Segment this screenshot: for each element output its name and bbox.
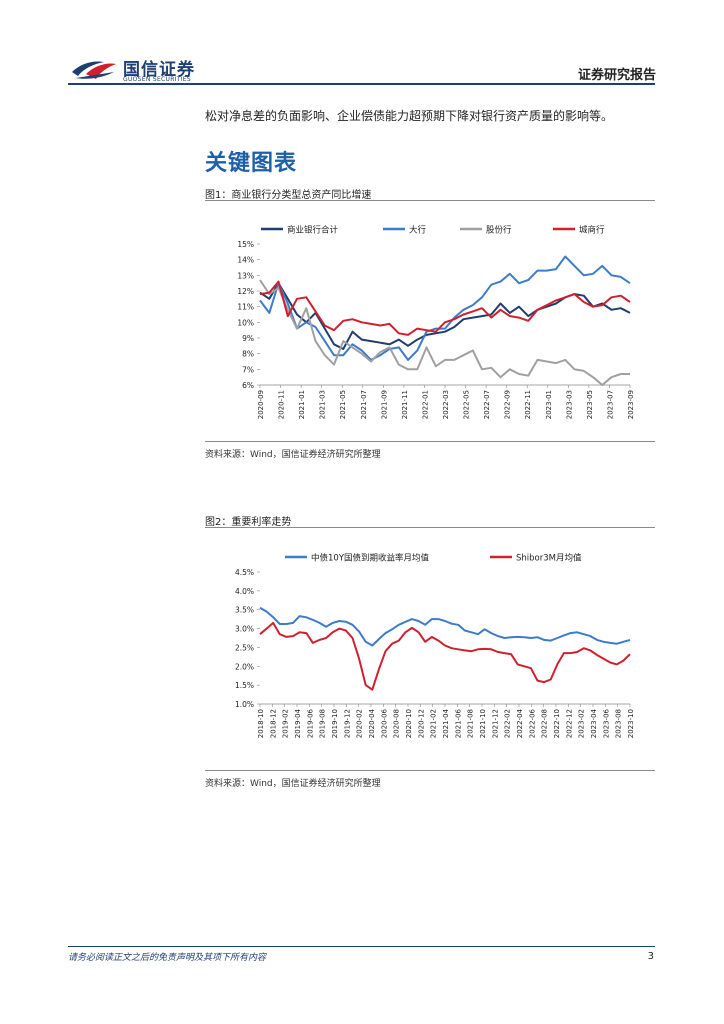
chart2-x-tick-label: 2019-12 [343, 709, 351, 738]
chart2-x-tick-label: 2021-04 [442, 708, 450, 738]
chart1-legend-label-3: 城商行 [579, 225, 605, 236]
chart2-x-tick-label: 2021-06 [454, 708, 462, 738]
chart1-y-tick-label: 6% [242, 381, 254, 390]
chart2-x-tick-label: 2020-04 [368, 708, 376, 738]
figure1-bottom-rule [205, 441, 655, 442]
chart2-x-tick-label: 2022-12 [565, 709, 573, 738]
chart2-y-tick-label: 3.0% [235, 625, 254, 634]
chart2-x-tick-label: 2021-08 [467, 709, 475, 738]
chart2-x-tick-label: 2023-06 [602, 708, 610, 738]
chart1-legend-label-1: 大行 [409, 225, 427, 236]
chart1-legend-label-2: 股份行 [486, 225, 512, 236]
chart2-x-tick-label: 2019-02 [282, 709, 290, 738]
chart1-x-tick-label: 2020-11 [278, 390, 286, 419]
chart1-x-tick-label: 2023-03 [565, 390, 573, 419]
chart2-legend-label-0: 中债10Y国债到期收益率月均值 [311, 553, 430, 564]
chart2-series-line-1 [259, 621, 631, 691]
chart1-y-tick-label: 10% [237, 318, 254, 327]
chart2-x-tick-label: 2022-02 [504, 709, 512, 738]
chart1-y-tick-label: 13% [237, 271, 254, 280]
figure2-title: 图2：重要利率走势 [205, 517, 292, 528]
logo-text-en: GUOSEN SECURITIES [123, 76, 192, 83]
chart2-y-tick-label: 3.5% [235, 606, 254, 615]
chart1-x-tick-label: 2022-01 [421, 390, 429, 419]
figure2-bottom-rule [205, 770, 655, 771]
chart2-x-tick-label: 2022-06 [528, 708, 536, 738]
chart1-x-tick-label: 2021-05 [339, 390, 347, 419]
chart1-x-tick-label: 2021-09 [380, 390, 388, 419]
chart1-x-tick-label: 2023-09 [627, 390, 635, 419]
page-number: 3 [647, 951, 654, 962]
chart2-y-tick-label: 2.0% [235, 662, 254, 671]
chart2-x-tick-label: 2021-10 [479, 709, 487, 738]
figure2-top-rule [205, 527, 655, 528]
guosen-logo-icon [72, 61, 116, 79]
chart2-x-tick-label: 2022-04 [516, 708, 524, 738]
figure1-top-rule [205, 200, 655, 201]
figure1-title: 图1：商业银行分类型总资产同比增速 [205, 190, 372, 201]
chart1-y-tick-label: 8% [242, 350, 254, 359]
chart1-x-tick-label: 2022-09 [504, 390, 512, 419]
chart2-x-tick-label: 2021-02 [430, 709, 438, 738]
chart2-series-line-0 [259, 606, 631, 647]
header-divider [68, 83, 655, 85]
chart2-x-tick-label: 2020-06 [380, 708, 388, 738]
chart2-x-tick-label: 2021-12 [491, 709, 499, 738]
chart1-x-tick-label: 2023-05 [586, 390, 594, 419]
chart2-x-tick-label: 2022-08 [541, 709, 549, 738]
chart1-y-tick-label: 7% [242, 365, 254, 374]
chart1-y-tick-label: 9% [242, 334, 254, 343]
chart1-x-tick-label: 2020-09 [257, 390, 265, 419]
chart2-x-tick-label: 2020-02 [356, 709, 364, 738]
chart1-x-tick-label: 2021-03 [319, 390, 327, 419]
figure2-chart: 中债10Y国债到期收益率月均值 Shibor3M月均值 1.0% 1.5% 2.0% 2.… [235, 553, 635, 739]
chart2-x-tick-label: 2022-10 [553, 709, 561, 738]
chart1-x-tick-label: 2022-05 [463, 390, 471, 419]
chart2-y-tick-label: 2.5% [235, 643, 254, 652]
chart2-y-tick-label: 1.0% [235, 700, 254, 709]
chart2-x-tick-label: 2019-06 [306, 708, 314, 738]
body-paragraph: 松对净息差的负面影响、企业偿债能力超预期下降对银行资产质量的影响等。 [205, 109, 614, 123]
chart1-x-tick-label: 2021-01 [298, 390, 306, 419]
chart1-y-tick-label: 12% [237, 287, 254, 296]
chart2-x-tick-label: 2018-10 [257, 709, 265, 738]
chart2-x-tick-label: 2023-04 [590, 708, 598, 738]
chart1-x-tick-label: 2022-03 [442, 390, 450, 419]
chart1-x-tick-label: 2023-01 [545, 390, 553, 419]
chart2-y-tick-label: 1.5% [235, 681, 254, 690]
chart2-x-tick-label: 2020-12 [417, 709, 425, 738]
chart1-y-tick-label: 11% [237, 303, 254, 312]
chart1-x-tick-label: 2021-11 [401, 390, 409, 419]
chart2-y-tick-label: 4.5% [235, 568, 254, 577]
chart2-x-tick-label: 2018-12 [269, 709, 277, 738]
footer-disclaimer: 请务必阅读正文之后的免责声明及其项下所有内容 [68, 953, 267, 963]
chart2-x-tick-label: 2019-04 [294, 708, 302, 738]
chart1-legend-label-0: 商业银行合计 [287, 225, 339, 236]
chart1-x-tick-label: 2021-07 [360, 390, 368, 419]
figure2-source: 资料来源：Wind，国信证券经济研究所整理 [205, 779, 381, 789]
figure1-source: 资料来源：Wind，国信证券经济研究所整理 [205, 450, 381, 460]
report-type-label: 证券研究报告 [577, 68, 656, 83]
chart2-x-tick-label: 2020-10 [405, 709, 413, 738]
chart2-x-tick-label: 2019-08 [319, 709, 327, 738]
chart2-x-tick-label: 2023-10 [627, 709, 635, 738]
logo-text-cn: 国信证券 [123, 60, 195, 80]
chart1-series-line-2 [259, 279, 630, 386]
chart2-x-tick-label: 2020-08 [393, 709, 401, 738]
section-title: 关键图表 [205, 151, 298, 176]
chart2-y-tick-label: 4.0% [235, 587, 254, 596]
figure1-chart: 商业银行合计 大行 股份行 城商行 6% 7% 8% 9% 10% 11% 12% 13% 14% 15%… [237, 225, 635, 420]
chart2-x-tick-label: 2019-10 [331, 709, 339, 738]
chart1-y-tick-label: 15% [237, 240, 254, 249]
chart1-x-tick-label: 2022-07 [483, 390, 491, 419]
chart1-x-tick-label: 2022-11 [524, 390, 532, 419]
chart1-series-line-3 [259, 280, 631, 336]
chart2-x-tick-label: 2023-02 [578, 709, 586, 738]
chart1-x-tick-label: 2023-07 [606, 390, 614, 419]
chart1-y-tick-label: 14% [237, 256, 254, 265]
chart2-legend-label-1: Shibor3M月均值 [516, 553, 582, 564]
footer-divider [68, 946, 655, 947]
chart1-series-line-1 [259, 255, 631, 361]
chart2-x-tick-label: 2023-08 [615, 709, 623, 738]
